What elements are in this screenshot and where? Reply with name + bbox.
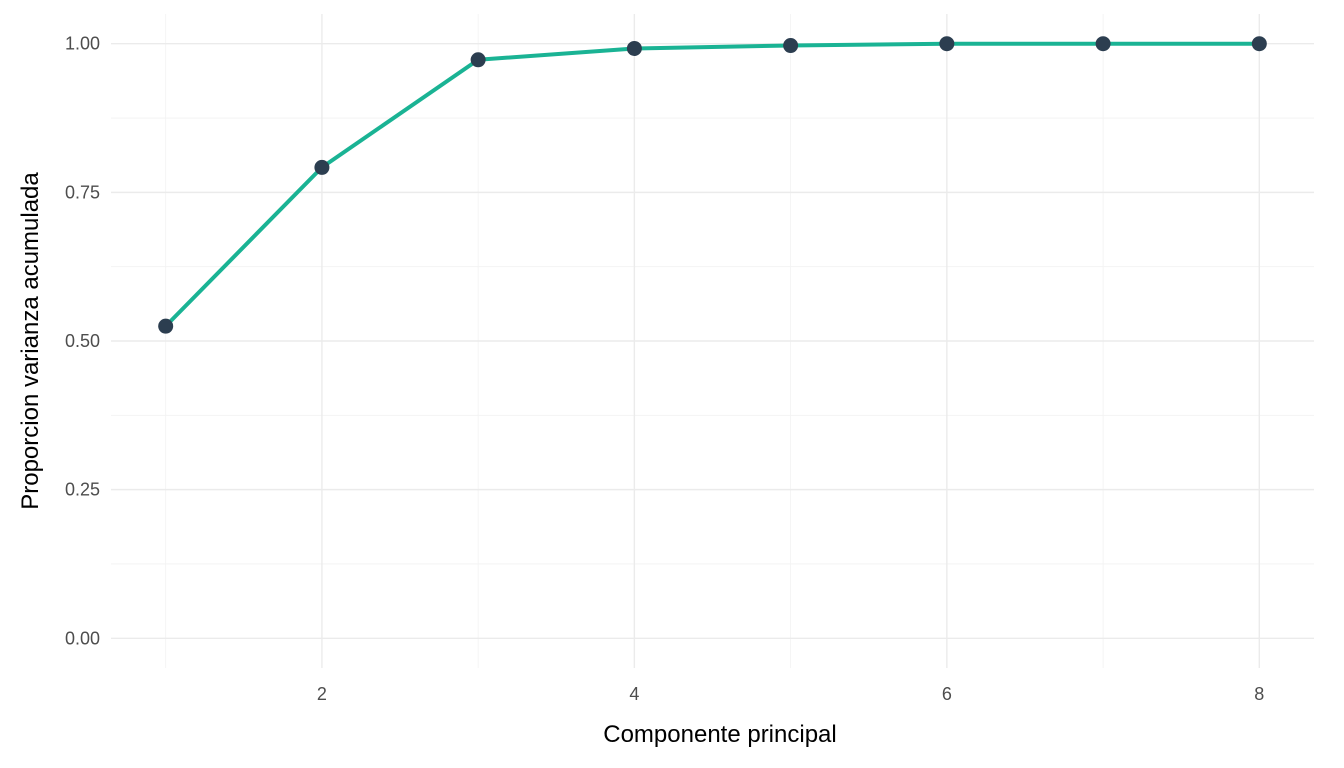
series-layer (158, 36, 1267, 334)
x-tick-label: 4 (629, 684, 639, 704)
x-tick-label: 2 (317, 684, 327, 704)
y-tick-label: 0.25 (65, 480, 100, 500)
grid-lines (111, 14, 1314, 668)
data-point (470, 52, 486, 68)
y-axis-title: Proporcion varianza acumulada (17, 172, 44, 510)
y-tick-labels: 0.00 0.25 0.50 0.75 1.00 (65, 34, 100, 649)
y-tick-label: 0.00 (65, 628, 100, 648)
x-axis-title: Componente principal (603, 721, 836, 748)
y-tick-label: 0.75 (65, 182, 100, 202)
data-point (314, 159, 330, 175)
data-point (1251, 36, 1267, 52)
y-tick-label: 0.50 (65, 331, 100, 351)
x-tick-labels: 2 4 6 8 (317, 684, 1264, 704)
data-point (939, 36, 955, 52)
series-line (163, 41, 1262, 329)
data-point (783, 38, 799, 54)
x-tick-label: 8 (1254, 684, 1264, 704)
x-tick-label: 6 (942, 684, 952, 704)
data-point (1095, 36, 1111, 52)
y-tick-label: 1.00 (65, 34, 100, 54)
data-point (626, 40, 642, 56)
data-point (158, 318, 174, 334)
